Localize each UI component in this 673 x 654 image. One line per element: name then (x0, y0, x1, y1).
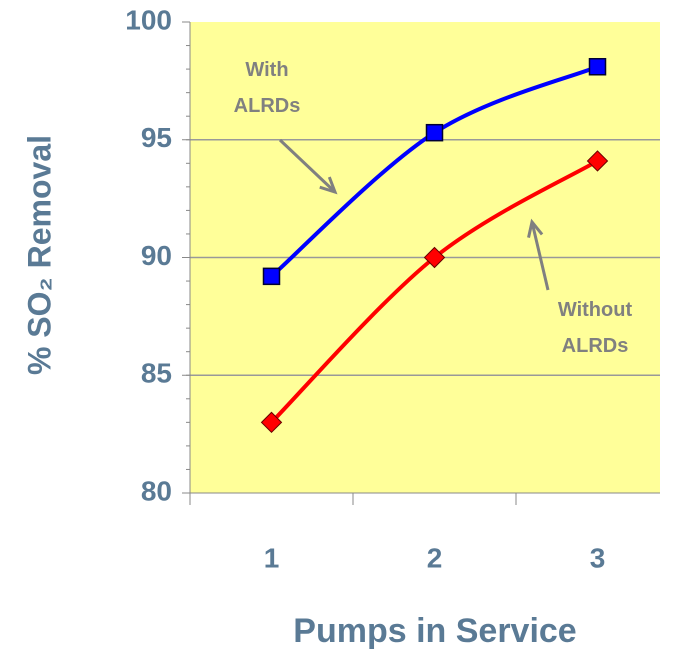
marker (425, 123, 444, 142)
arrow-head (527, 218, 544, 238)
y-axis-label: % SO₂ Removal (21, 135, 57, 375)
marker (262, 267, 281, 286)
y-tick-label: 100 (125, 4, 172, 35)
arrow (278, 138, 337, 194)
y-tick-label: 90 (141, 240, 172, 271)
marker (423, 246, 446, 269)
arrow-head (319, 176, 338, 195)
y-tick-label: 80 (141, 475, 172, 506)
x-tick-label: 1 (264, 542, 280, 573)
marker (588, 57, 607, 76)
x-tick-label: 2 (427, 542, 443, 573)
marker (586, 150, 609, 172)
arrow (530, 221, 550, 291)
annotation: Without ALRDs (557, 299, 633, 357)
marker (260, 411, 283, 434)
x-axis-label: Pumps in Service (293, 612, 576, 650)
y-tick-label: 95 (141, 122, 172, 153)
annotation: With ALRDs (233, 59, 301, 117)
x-tick-label: 3 (590, 542, 606, 573)
y-tick-label: 85 (141, 358, 172, 389)
